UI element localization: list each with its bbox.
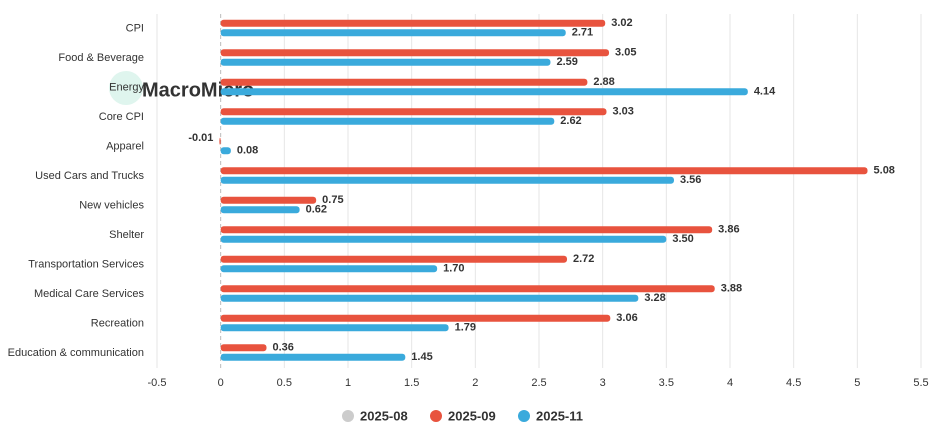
bar — [220, 206, 300, 214]
bar — [220, 88, 748, 96]
y-tick-label: Shelter — [109, 229, 144, 241]
value-label: 2.71 — [572, 27, 593, 39]
value-label: 2.72 — [573, 253, 594, 265]
value-label: 0.62 — [306, 204, 327, 216]
bar — [220, 147, 231, 155]
x-tick-label: 2 — [472, 377, 478, 389]
bar — [220, 226, 713, 234]
x-tick-label: 4 — [727, 377, 733, 389]
value-label: 0.08 — [237, 145, 258, 157]
value-label: 0.36 — [273, 342, 294, 354]
bar — [220, 314, 611, 322]
x-tick-label: 5 — [854, 377, 860, 389]
bar — [220, 78, 588, 86]
x-tick-label: -0.5 — [148, 377, 167, 389]
bar — [220, 235, 667, 243]
bar — [219, 137, 221, 145]
value-label: -0.01 — [188, 132, 213, 144]
value-label: 3.28 — [644, 292, 665, 304]
value-label: 2.62 — [560, 115, 581, 127]
legend-label[interactable]: 2025-09 — [448, 408, 496, 423]
x-tick-label: 1 — [345, 377, 351, 389]
y-tick-label: Used Cars and Trucks — [35, 170, 144, 182]
bar — [220, 58, 551, 66]
value-label: 0.75 — [322, 194, 343, 206]
y-tick-label: Apparel — [106, 141, 144, 153]
bar — [220, 285, 715, 293]
y-tick-label: Energy — [109, 82, 144, 94]
y-tick-label: Recreation — [91, 318, 144, 330]
bar — [220, 176, 674, 184]
bar — [220, 167, 868, 175]
bar — [220, 324, 449, 332]
value-label: 3.02 — [611, 17, 632, 29]
y-tick-label: Medical Care Services — [34, 288, 145, 300]
x-tick-label: 5.5 — [913, 377, 928, 389]
legend-marker[interactable] — [430, 410, 442, 422]
bar — [220, 108, 607, 116]
bar — [220, 29, 566, 37]
bar — [220, 344, 267, 352]
value-label: 3.50 — [672, 233, 693, 245]
value-label: 1.45 — [411, 351, 432, 363]
bar — [220, 117, 555, 125]
value-label: 4.14 — [754, 86, 776, 98]
bar — [220, 255, 568, 263]
x-tick-label: 3 — [600, 377, 606, 389]
legend-label[interactable]: 2025-11 — [536, 408, 583, 423]
y-tick-label: Transportation Services — [28, 259, 144, 271]
value-label: 1.79 — [455, 322, 476, 334]
y-tick-label: Education & communication — [8, 347, 144, 359]
bar — [220, 196, 317, 204]
x-tick-label: 1.5 — [404, 377, 419, 389]
x-tick-label: 3.5 — [659, 377, 674, 389]
watermark-logo — [109, 71, 143, 105]
legend-marker[interactable] — [342, 410, 354, 422]
value-label: 1.70 — [443, 263, 464, 275]
bar — [220, 294, 639, 302]
value-label: 3.03 — [612, 106, 633, 118]
y-tick-label: Core CPI — [99, 111, 144, 123]
x-tick-label: 4.5 — [786, 377, 801, 389]
value-label: 3.05 — [615, 47, 636, 59]
value-label: 2.59 — [556, 56, 577, 68]
value-label: 2.88 — [593, 76, 614, 88]
value-label: 5.08 — [874, 165, 895, 177]
bar — [220, 49, 610, 57]
value-label: 3.06 — [616, 312, 637, 324]
value-label: 3.86 — [718, 224, 739, 236]
legend-marker[interactable] — [518, 410, 530, 422]
y-tick-label: New vehicles — [79, 200, 144, 212]
y-tick-label: CPI — [126, 23, 144, 35]
bar — [220, 19, 606, 27]
y-tick-label: Food & Beverage — [58, 52, 144, 64]
legend-label[interactable]: 2025-08 — [360, 408, 408, 423]
bar — [220, 265, 438, 273]
x-tick-label: 0.5 — [277, 377, 292, 389]
value-label: 3.88 — [721, 283, 742, 295]
x-tick-label: 2.5 — [531, 377, 546, 389]
bar — [220, 353, 406, 361]
x-tick-label: 0 — [218, 377, 224, 389]
value-label: 3.56 — [680, 174, 701, 186]
